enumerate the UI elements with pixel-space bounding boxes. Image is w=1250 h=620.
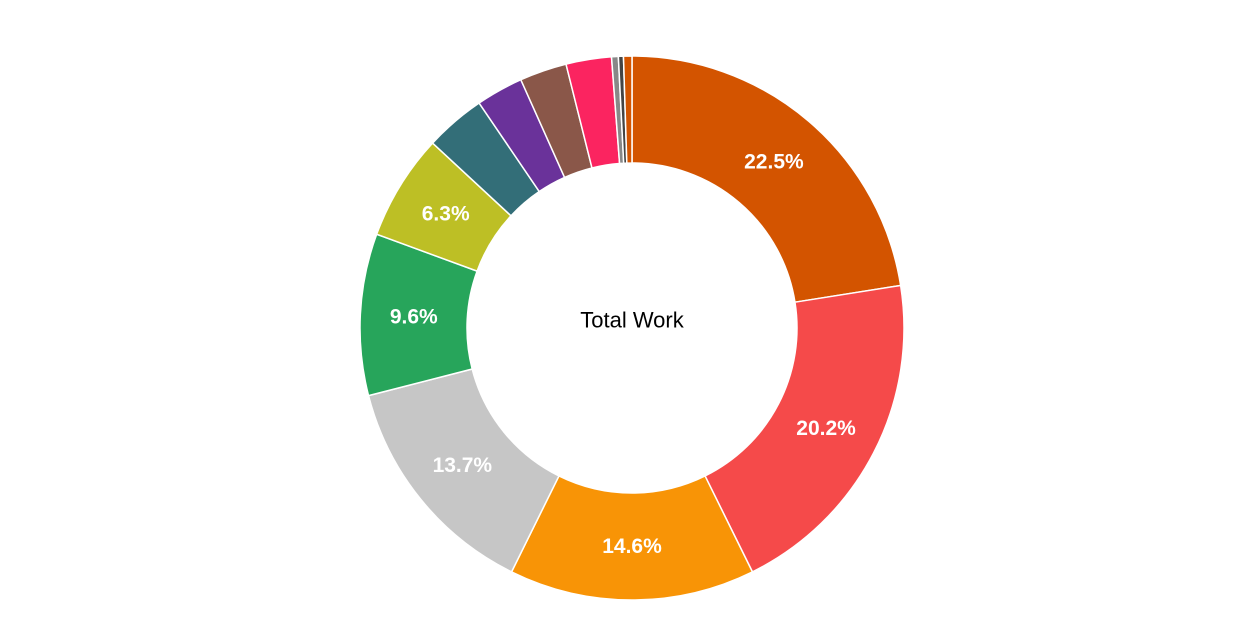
slice-label-2: 14.6% <box>602 535 662 558</box>
slice-label-5: 6.3% <box>422 202 470 225</box>
donut-slice-1 <box>704 284 905 573</box>
slice-label-0: 22.5% <box>744 150 804 173</box>
slices-group <box>359 55 905 601</box>
center-label: Total Work <box>580 308 685 333</box>
slice-label-3: 13.7% <box>433 454 493 477</box>
slice-labels-group: 22.5% 20.2% 14.6% 13.7% 9.6% 6.3% <box>390 150 856 558</box>
slice-label-4: 9.6% <box>390 306 438 329</box>
donut-slice-12 <box>622 55 633 164</box>
slice-label-1: 20.2% <box>796 417 856 440</box>
donut-slice-0 <box>631 55 902 304</box>
